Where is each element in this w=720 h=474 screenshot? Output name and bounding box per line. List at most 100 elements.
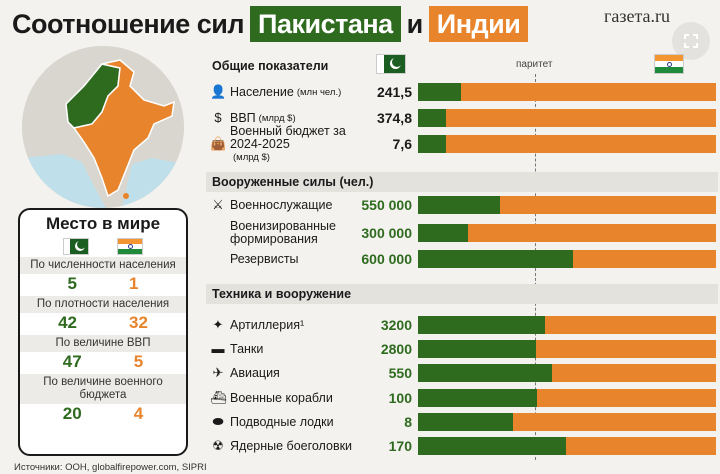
india-bar bbox=[537, 389, 716, 407]
ranking-item: По плотности населения 42 32 bbox=[20, 296, 186, 333]
pakistan-flag-icon bbox=[63, 238, 89, 255]
row-label-text: Военные корабли bbox=[230, 390, 333, 405]
row-label: Ядерные боеголовки bbox=[230, 432, 362, 460]
pakistan-value: 7,6 bbox=[392, 136, 412, 152]
pakistan-value: 600 000 bbox=[361, 251, 412, 267]
aircraft-icon: ✈ bbox=[212, 365, 224, 380]
india-bar bbox=[573, 250, 716, 268]
row-label: Население (млн чел.) bbox=[230, 80, 341, 104]
pakistan-bar bbox=[418, 109, 446, 127]
pakistan-value: 100 bbox=[388, 390, 412, 406]
ranking-pakistan-value: 5 bbox=[67, 274, 77, 293]
pakistan-bar bbox=[418, 316, 545, 334]
chart-row: 👜 Военный бюджет за 2024-2025 (млрд $) 7,6 7… bbox=[206, 124, 718, 163]
ranking-item: По величине военного бюджета 20 4 bbox=[20, 374, 186, 424]
row-label: Резервисты bbox=[230, 247, 299, 271]
india-value: 1456 000 bbox=[654, 197, 713, 213]
row-label-text: ВВП bbox=[230, 110, 256, 125]
pakistan-value: 550 000 bbox=[361, 197, 412, 213]
india-value: 150 bbox=[654, 390, 678, 406]
pakistan-bar bbox=[418, 340, 536, 358]
row-label-text: Резервисты bbox=[230, 251, 299, 266]
ranking-title: Место в мире bbox=[45, 214, 161, 233]
ranking-label: По величине военного бюджета bbox=[20, 374, 186, 404]
india-bar bbox=[552, 364, 716, 382]
ranking-pakistan-value: 47 bbox=[62, 352, 82, 371]
ranking-label: По численности населения bbox=[20, 257, 186, 274]
pakistan-value: 241,5 bbox=[376, 84, 412, 100]
title-prefix: Соотношение сил bbox=[12, 8, 245, 39]
chart-row: ⛴ Военные корабли 100 150 bbox=[206, 386, 718, 410]
budget-icon: 👜 bbox=[210, 136, 227, 151]
ranking-india-value: 1 bbox=[129, 274, 139, 293]
chart-row: ✦ Артиллерия¹ 3200 4290 bbox=[206, 313, 718, 337]
india-value: 3567,6 bbox=[654, 110, 697, 126]
row-label-text: Военный бюджет за 2024-2025 bbox=[230, 123, 346, 151]
title-india: Индии bbox=[428, 6, 529, 42]
row-label-text: Подводные лодки bbox=[230, 414, 334, 429]
row-unit: (млрд $) bbox=[233, 151, 270, 163]
row-label: ВВП (млрд $) bbox=[230, 106, 296, 130]
india-value: 4292 bbox=[654, 341, 686, 357]
chart-row: ☢ Ядерные боеголовки 170 172 bbox=[206, 434, 718, 458]
ship-icon: ⛴ bbox=[210, 390, 227, 405]
india-flag-icon bbox=[117, 238, 143, 255]
tank-icon: ▬ bbox=[211, 341, 225, 356]
india-bar bbox=[566, 437, 716, 455]
india-flag-icon bbox=[654, 54, 684, 74]
section-header: Общие показатели bbox=[212, 59, 329, 73]
chart-row: Резервисты 600 000 550 000 bbox=[206, 247, 718, 271]
artillery-icon: ✦ bbox=[212, 317, 224, 332]
pakistan-bar bbox=[418, 135, 446, 153]
person-icon: 👤 bbox=[210, 84, 227, 99]
row-label-text: Танки bbox=[230, 341, 264, 356]
ranking-india-value: 4 bbox=[133, 404, 144, 423]
ranking-india-value: 32 bbox=[129, 313, 148, 332]
india-bar bbox=[446, 135, 716, 153]
row-label: Военизированные формирования bbox=[230, 219, 362, 247]
pakistan-value: 374,8 bbox=[376, 110, 412, 126]
chart-row: ✈ Авиация 550 670 bbox=[206, 361, 718, 385]
pakistan-bar bbox=[418, 196, 500, 214]
india-value: 4290 bbox=[654, 317, 686, 333]
pakistan-value: 8 bbox=[404, 414, 412, 430]
pakistan-value: 170 bbox=[388, 438, 412, 454]
pakistan-value: 300 000 bbox=[361, 225, 412, 241]
row-label: Военные корабли bbox=[230, 386, 333, 410]
expand-icon[interactable] bbox=[672, 22, 710, 60]
parity-label: паритет bbox=[516, 59, 553, 70]
row-label: Военный бюджет за 2024-2025 (млрд $) bbox=[230, 124, 362, 163]
row-label-text: Военнослужащие bbox=[230, 197, 333, 212]
chart-row: Военизированные формирования 300 000 1 500… bbox=[206, 219, 718, 247]
india-value: 73,0 bbox=[654, 136, 682, 152]
india-bar bbox=[461, 83, 716, 101]
region-map bbox=[22, 46, 184, 208]
row-label: Артиллерия¹ bbox=[230, 313, 304, 337]
pakistan-flag-icon bbox=[376, 54, 406, 74]
chart-row: ⬬ Подводные лодки 8 17 bbox=[206, 410, 718, 434]
ranking-label: По величине ВВП bbox=[20, 335, 186, 352]
section-header: Вооруженные силы (чел.) bbox=[206, 172, 718, 192]
india-bar bbox=[500, 196, 716, 214]
india-bar bbox=[545, 316, 716, 334]
title-conjunction: и bbox=[406, 8, 424, 39]
pakistan-bar bbox=[418, 413, 513, 431]
chart-row: $ ВВП (млрд $) 374,8 3567,6 bbox=[206, 106, 718, 130]
ranking-india-value: 5 bbox=[133, 352, 144, 371]
pakistan-bar bbox=[418, 83, 461, 101]
source-note: Источники: ООН, globalfirepower.com, SIP… bbox=[14, 462, 207, 473]
dollar-icon: $ bbox=[214, 110, 222, 125]
india-bar bbox=[468, 224, 716, 242]
submarine-icon: ⬬ bbox=[212, 414, 224, 429]
pakistan-bar bbox=[418, 437, 566, 455]
pakistan-bar bbox=[418, 224, 468, 242]
india-bar bbox=[513, 413, 716, 431]
pakistan-value: 3200 bbox=[380, 317, 412, 333]
pakistan-value: 550 bbox=[388, 365, 412, 381]
ranking-item: По численности населения 5 1 bbox=[20, 257, 186, 294]
india-value: 17 bbox=[654, 414, 670, 430]
india-value: 172 bbox=[654, 438, 678, 454]
ranking-pakistan-value: 20 bbox=[62, 404, 82, 423]
row-unit: (млн чел.) bbox=[296, 86, 342, 98]
row-label-text: Население bbox=[230, 84, 294, 99]
